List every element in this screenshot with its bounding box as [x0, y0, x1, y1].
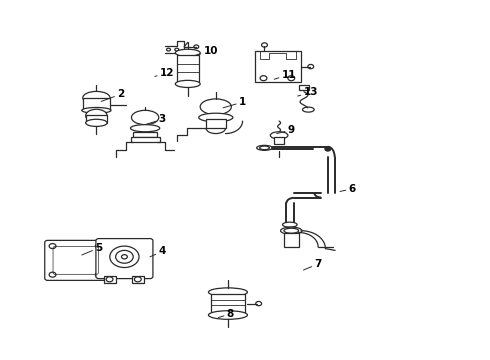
- Ellipse shape: [284, 228, 298, 233]
- Text: 3: 3: [145, 114, 166, 125]
- Ellipse shape: [200, 99, 231, 114]
- Text: 1: 1: [223, 97, 246, 108]
- Bar: [274, 137, 284, 144]
- Ellipse shape: [208, 311, 247, 319]
- Bar: [83, 98, 110, 111]
- FancyBboxPatch shape: [96, 239, 153, 279]
- Circle shape: [49, 244, 56, 249]
- Bar: [177, 55, 199, 82]
- Ellipse shape: [82, 108, 111, 113]
- Bar: [298, 85, 309, 90]
- Text: 13: 13: [297, 87, 318, 98]
- Bar: [130, 137, 160, 143]
- Ellipse shape: [175, 49, 200, 57]
- Bar: [86, 115, 107, 123]
- Text: 10: 10: [194, 46, 218, 57]
- Text: 9: 9: [277, 125, 295, 135]
- Bar: [284, 233, 298, 247]
- Ellipse shape: [110, 246, 139, 267]
- Ellipse shape: [86, 109, 107, 122]
- Bar: [206, 119, 225, 128]
- Circle shape: [106, 277, 113, 282]
- Ellipse shape: [86, 119, 107, 126]
- Ellipse shape: [122, 255, 127, 259]
- Ellipse shape: [281, 227, 302, 234]
- FancyBboxPatch shape: [45, 240, 107, 280]
- Text: 4: 4: [150, 247, 166, 257]
- Circle shape: [134, 277, 141, 282]
- Ellipse shape: [131, 111, 159, 125]
- Ellipse shape: [175, 80, 200, 87]
- Bar: [211, 294, 245, 313]
- Ellipse shape: [257, 145, 272, 150]
- Ellipse shape: [270, 132, 288, 139]
- Bar: [104, 276, 116, 283]
- Ellipse shape: [208, 288, 247, 296]
- Ellipse shape: [130, 125, 160, 132]
- Ellipse shape: [260, 146, 270, 150]
- Text: 12: 12: [155, 68, 174, 78]
- Ellipse shape: [116, 250, 133, 263]
- Bar: [132, 276, 144, 283]
- Text: 5: 5: [82, 243, 102, 255]
- Ellipse shape: [199, 113, 233, 122]
- Circle shape: [96, 272, 102, 277]
- Ellipse shape: [83, 91, 110, 104]
- Text: 6: 6: [340, 184, 356, 194]
- Text: 8: 8: [218, 309, 234, 319]
- Ellipse shape: [283, 222, 297, 227]
- Text: 11: 11: [274, 69, 296, 80]
- Circle shape: [49, 272, 56, 277]
- Bar: [133, 132, 157, 137]
- Bar: [255, 51, 301, 82]
- Circle shape: [96, 244, 102, 249]
- Circle shape: [325, 147, 331, 151]
- Text: 7: 7: [303, 259, 322, 270]
- Text: 2: 2: [101, 89, 124, 102]
